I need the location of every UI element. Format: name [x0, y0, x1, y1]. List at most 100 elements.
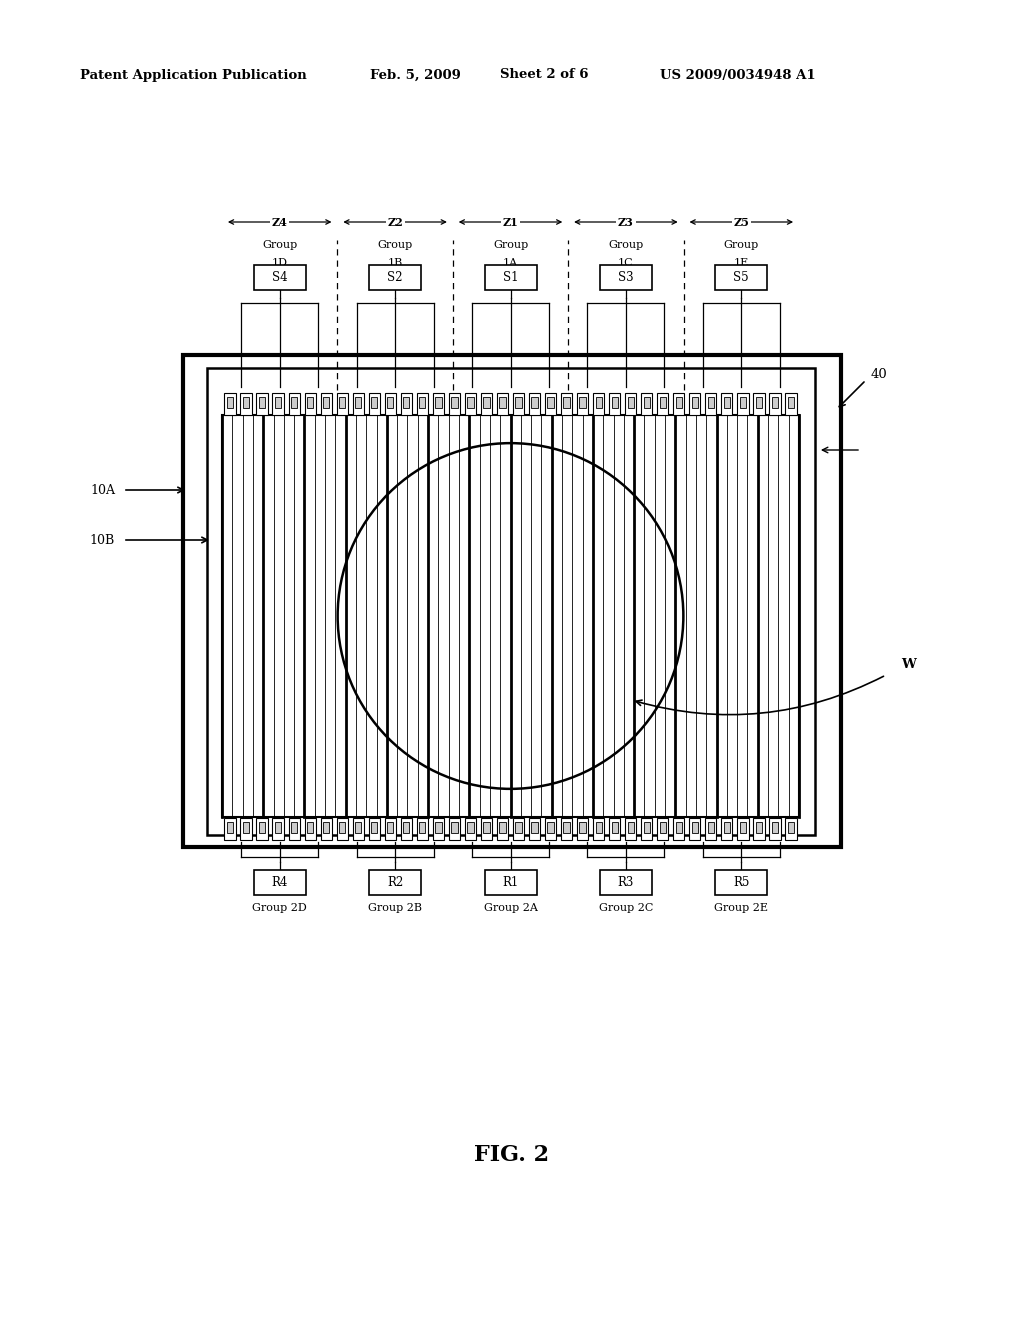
Bar [371, 397, 378, 408]
Text: US 2009/0034948 A1: US 2009/0034948 A1 [660, 69, 816, 82]
Bar [593, 818, 604, 840]
Bar [657, 818, 669, 840]
Bar [449, 393, 460, 414]
Bar [289, 393, 300, 414]
Text: Sheet 2 of 6: Sheet 2 of 6 [500, 69, 589, 82]
Text: 1B: 1B [387, 257, 402, 268]
Bar [644, 822, 650, 833]
Bar [563, 822, 569, 833]
Text: Group: Group [378, 240, 413, 249]
Bar [515, 397, 521, 408]
Text: 1A: 1A [503, 257, 518, 268]
Text: 1C: 1C [618, 257, 634, 268]
Bar [484, 870, 537, 895]
Bar [321, 393, 332, 414]
Bar [754, 393, 765, 414]
Bar [500, 822, 506, 833]
Text: R2: R2 [387, 876, 403, 888]
Text: Z1: Z1 [503, 216, 518, 227]
Bar [561, 818, 572, 840]
Bar [387, 397, 393, 408]
Bar [500, 397, 506, 408]
Bar [227, 397, 233, 408]
Text: Feb. 5, 2009: Feb. 5, 2009 [370, 69, 461, 82]
Bar [275, 397, 282, 408]
Bar [207, 368, 815, 836]
Bar [739, 397, 746, 408]
Bar [435, 822, 441, 833]
Bar [737, 393, 749, 414]
Bar [673, 818, 684, 840]
Text: S2: S2 [387, 271, 402, 284]
Bar [644, 397, 650, 408]
Text: Group 2A: Group 2A [483, 903, 538, 913]
Bar [513, 393, 524, 414]
Text: S1: S1 [503, 271, 518, 284]
Text: Z5: Z5 [733, 216, 750, 227]
Bar [484, 265, 537, 290]
Bar [307, 822, 313, 833]
Bar [609, 818, 621, 840]
Bar [611, 397, 617, 408]
Bar [433, 818, 444, 840]
Bar [657, 393, 669, 414]
Bar [548, 822, 554, 833]
Bar [352, 393, 364, 414]
Bar [337, 818, 348, 840]
Bar [307, 397, 313, 408]
Text: Group: Group [724, 240, 759, 249]
Text: 40: 40 [871, 368, 888, 381]
Bar [689, 818, 700, 840]
Bar [593, 393, 604, 414]
Bar [291, 822, 297, 833]
Text: S3: S3 [618, 271, 634, 284]
Bar [256, 393, 267, 414]
Bar [183, 355, 841, 847]
Text: Group: Group [493, 240, 528, 249]
Bar [465, 393, 476, 414]
Bar [467, 822, 473, 833]
Bar [497, 393, 508, 414]
Bar [387, 822, 393, 833]
Bar [435, 397, 441, 408]
Bar [369, 393, 380, 414]
Bar [419, 822, 426, 833]
Bar [400, 818, 412, 840]
Text: W: W [901, 659, 915, 672]
Bar [467, 397, 473, 408]
Bar [355, 822, 361, 833]
Bar [659, 822, 666, 833]
Bar [339, 822, 345, 833]
Bar [403, 397, 410, 408]
Bar [224, 393, 236, 414]
Bar [708, 397, 714, 408]
Bar [625, 393, 636, 414]
Bar [259, 397, 265, 408]
Bar [600, 265, 652, 290]
Text: Z2: Z2 [387, 216, 403, 227]
Bar [772, 397, 778, 408]
Bar [304, 393, 315, 414]
Text: R5: R5 [733, 876, 750, 888]
Text: 1D: 1D [271, 257, 288, 268]
Bar [580, 822, 586, 833]
Bar [691, 822, 698, 833]
Bar [689, 393, 700, 414]
Bar [609, 393, 621, 414]
Text: 1E: 1E [733, 257, 749, 268]
Bar [529, 393, 540, 414]
Bar [304, 818, 315, 840]
Bar [676, 822, 682, 833]
Bar [369, 818, 380, 840]
Text: FIG. 2: FIG. 2 [474, 1144, 550, 1166]
Text: Z4: Z4 [271, 216, 288, 227]
Bar [641, 818, 652, 840]
Bar [419, 397, 426, 408]
Bar [417, 393, 428, 414]
Text: Group 2C: Group 2C [599, 903, 653, 913]
Bar [497, 818, 508, 840]
Bar [243, 822, 249, 833]
Bar [243, 397, 249, 408]
Bar [483, 822, 489, 833]
Bar [563, 397, 569, 408]
